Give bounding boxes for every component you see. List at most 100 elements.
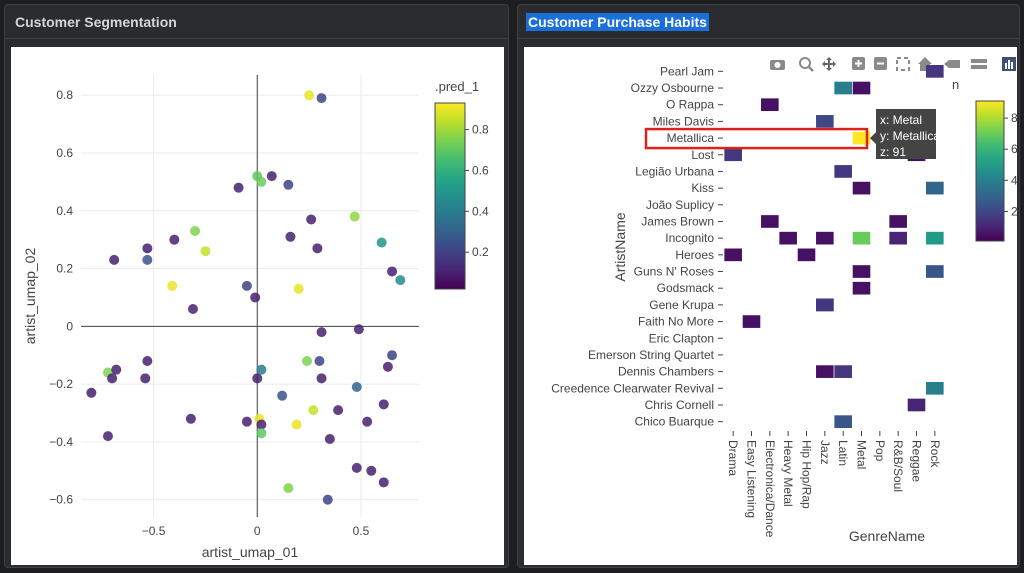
scatter-point[interactable] — [366, 465, 377, 476]
heatmap-cell[interactable] — [816, 298, 834, 312]
heatmap-cell[interactable] — [852, 231, 871, 245]
scatter-point[interactable] — [111, 364, 122, 375]
heatmap-cell[interactable] — [816, 115, 834, 128]
scatter-point[interactable] — [142, 356, 153, 366]
scatter-point[interactable] — [314, 356, 325, 366]
heatmap-cell[interactable] — [926, 381, 944, 395]
camera-icon[interactable] — [770, 60, 785, 70]
heatmap-cell[interactable] — [889, 215, 907, 228]
scatter-point[interactable] — [353, 324, 364, 335]
scatter-point[interactable] — [333, 405, 344, 416]
scatter-point[interactable] — [351, 462, 362, 473]
scatter-point[interactable] — [167, 280, 178, 291]
tooltip-x: x: Metal — [880, 113, 922, 127]
zoom-out-icon[interactable] — [874, 57, 887, 70]
scatter-point[interactable] — [256, 428, 267, 439]
scatter-point[interactable] — [185, 413, 196, 424]
autoscale-icon[interactable] — [896, 57, 910, 71]
heatmap-cell[interactable] — [907, 398, 926, 412]
scatter-point[interactable] — [387, 350, 398, 361]
scatter-point[interactable] — [395, 275, 406, 286]
heatmap-cell[interactable] — [761, 215, 779, 228]
spike-icon[interactable] — [944, 60, 960, 68]
scatter-point[interactable] — [266, 171, 277, 182]
heatmap-cell[interactable] — [852, 81, 871, 95]
scatter-plot-area[interactable]: −0.6 −0.4 −0.2 0 0.2 0.4 0.6 0.8 −0.5 0 0.5 artist_… — [11, 47, 504, 565]
scatter-point[interactable] — [378, 477, 389, 488]
scatter-point[interactable] — [306, 214, 317, 225]
y-tick-label: Creedence Clearwater Revival — [551, 381, 714, 395]
heatmap-cell[interactable] — [834, 165, 852, 178]
scatter-point[interactable] — [302, 356, 313, 366]
heatmap-cell[interactable] — [926, 231, 944, 245]
heatmap-cell[interactable] — [889, 231, 907, 245]
scatter-point[interactable] — [378, 399, 389, 410]
heatmap-cell[interactable] — [724, 148, 742, 162]
scatter-point[interactable] — [252, 373, 263, 384]
scatter-point[interactable] — [169, 234, 180, 245]
scatter-point[interactable] — [102, 431, 113, 442]
heatmap-cell[interactable] — [779, 231, 797, 245]
scatter-point[interactable] — [250, 292, 261, 303]
scatter-point[interactable] — [293, 283, 304, 294]
heatmap-cell[interactable] — [761, 98, 779, 112]
scatter-point[interactable] — [142, 254, 153, 265]
scatter-point[interactable] — [312, 243, 323, 254]
heatmap-cell[interactable] — [926, 265, 944, 278]
scatter-point[interactable] — [322, 494, 333, 505]
heatmap-cell[interactable] — [926, 65, 944, 78]
pan-icon[interactable] — [822, 57, 836, 71]
scatter-point[interactable] — [109, 254, 120, 265]
scatter-point[interactable] — [241, 280, 252, 291]
heatmap-plot-area[interactable]: Pearl Jam Ozzy Osbourne O Rappa Miles Davis… — [524, 47, 1024, 565]
scatter-point[interactable] — [308, 405, 319, 416]
scatter-point[interactable] — [291, 419, 302, 430]
scatter-point[interactable] — [316, 327, 327, 338]
y-axis-label: ArtistName — [612, 212, 628, 281]
scatter-point[interactable] — [277, 390, 288, 401]
scatter-point[interactable] — [376, 237, 387, 248]
heatmap-cell[interactable] — [742, 315, 761, 328]
scatter-point[interactable] — [256, 364, 267, 375]
scatter-point[interactable] — [351, 382, 362, 392]
zoom-in-icon[interactable] — [852, 57, 865, 70]
scatter-point[interactable] — [200, 246, 211, 257]
scatter-point[interactable] — [142, 243, 153, 254]
heatmap-cell[interactable] — [797, 248, 816, 262]
scatter-point[interactable] — [187, 304, 198, 314]
heatmap-cell[interactable] — [852, 181, 871, 195]
scatter-point[interactable] — [382, 361, 393, 372]
heatmap-plot[interactable]: Pearl Jam Ozzy Osbourne O Rappa Miles Davis… — [524, 47, 1024, 565]
heatmap-cell[interactable] — [834, 81, 852, 95]
scatter-point[interactable] — [387, 266, 398, 277]
scatter-point[interactable] — [140, 373, 151, 384]
scatter-point[interactable] — [107, 373, 118, 384]
scatter-point[interactable] — [285, 231, 296, 242]
scatter-point[interactable] — [283, 483, 294, 494]
scatter-point[interactable] — [241, 416, 252, 427]
scatter-point[interactable] — [86, 387, 97, 398]
scatter-point[interactable] — [256, 176, 267, 187]
scatter-point[interactable] — [324, 434, 335, 444]
scatter-point[interactable] — [190, 226, 201, 236]
heatmap-cell[interactable] — [834, 365, 852, 378]
compare-icon[interactable] — [971, 59, 987, 69]
zoom-icon[interactable] — [799, 57, 814, 72]
heatmap-cell[interactable] — [852, 265, 871, 278]
scatter-point[interactable] — [316, 373, 327, 384]
scatter-point[interactable] — [362, 416, 373, 427]
heatmap-cell[interactable] — [816, 231, 834, 245]
scatter-point[interactable] — [233, 182, 244, 193]
heatmap-cell[interactable] — [724, 248, 742, 262]
heatmap-cell[interactable] — [852, 281, 871, 295]
scatter-point[interactable] — [304, 90, 315, 101]
plotly-logo-icon[interactable] — [1002, 57, 1016, 71]
scatter-point[interactable] — [256, 419, 267, 430]
heatmap-cell[interactable] — [926, 181, 944, 195]
scatter-point[interactable] — [283, 179, 294, 190]
scatter-point[interactable] — [349, 211, 360, 222]
scatter-plot[interactable]: −0.6 −0.4 −0.2 0 0.2 0.4 0.6 0.8 −0.5 0 0.5 artist_… — [11, 47, 504, 565]
heatmap-cell[interactable] — [834, 415, 852, 428]
heatmap-cell[interactable] — [816, 365, 834, 378]
scatter-point[interactable] — [316, 93, 327, 104]
